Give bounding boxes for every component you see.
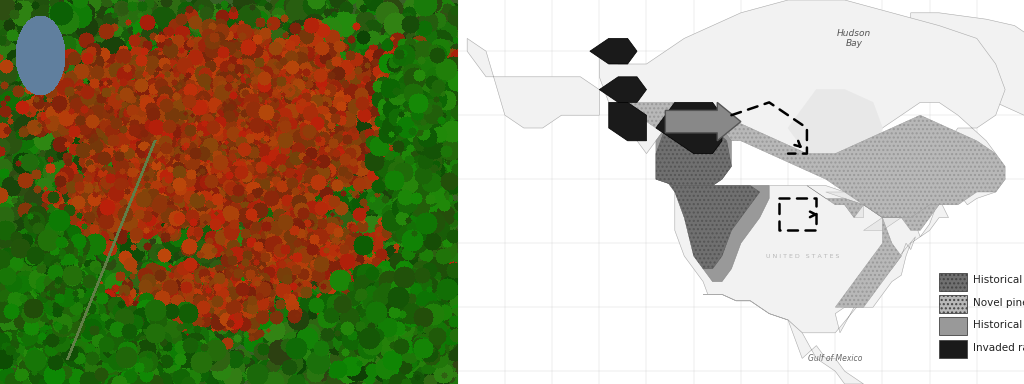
Polygon shape: [825, 192, 863, 205]
Polygon shape: [467, 38, 599, 128]
FancyArrow shape: [666, 103, 741, 141]
Polygon shape: [807, 185, 939, 230]
Bar: [939, 318, 968, 335]
Text: Historical range: Historical range: [973, 320, 1024, 330]
Polygon shape: [863, 205, 883, 218]
Polygon shape: [599, 77, 646, 103]
Polygon shape: [656, 103, 722, 154]
Polygon shape: [703, 295, 863, 384]
Polygon shape: [845, 205, 863, 218]
Polygon shape: [675, 185, 769, 281]
Polygon shape: [836, 218, 901, 307]
Polygon shape: [656, 115, 731, 185]
Text: Historical pines: Historical pines: [973, 275, 1024, 285]
Bar: [939, 295, 968, 313]
Polygon shape: [788, 89, 883, 166]
Polygon shape: [675, 185, 948, 333]
Polygon shape: [590, 38, 637, 64]
Text: Hudson
Bay: Hudson Bay: [837, 29, 871, 48]
Polygon shape: [910, 13, 1024, 115]
Polygon shape: [608, 103, 646, 141]
Text: U N I T E D   S T A T E S: U N I T E D S T A T E S: [766, 253, 839, 258]
Bar: [939, 340, 968, 358]
Polygon shape: [618, 103, 1006, 218]
Bar: [939, 273, 968, 291]
Polygon shape: [656, 115, 731, 185]
Text: Gulf of Mexico: Gulf of Mexico: [808, 354, 862, 363]
Polygon shape: [863, 218, 901, 230]
Polygon shape: [599, 0, 1006, 218]
Text: Invaded range: Invaded range: [973, 343, 1024, 353]
Polygon shape: [666, 179, 760, 269]
Text: Novel pines: Novel pines: [973, 298, 1024, 308]
